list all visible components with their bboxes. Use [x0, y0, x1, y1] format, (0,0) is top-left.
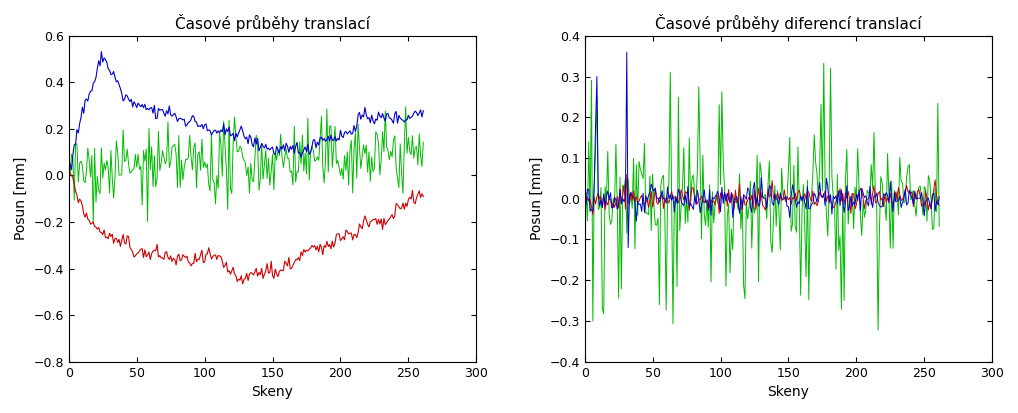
- X-axis label: Skeny: Skeny: [251, 385, 293, 399]
- Title: Časové průběhy translací: Časové průběhy translací: [175, 14, 371, 32]
- X-axis label: Skeny: Skeny: [768, 385, 809, 399]
- Y-axis label: Posun [mm]: Posun [mm]: [14, 157, 27, 240]
- Title: Časové průběhy diferencí translací: Časové průběhy diferencí translací: [656, 14, 921, 32]
- Y-axis label: Posun [mm]: Posun [mm]: [530, 157, 544, 240]
